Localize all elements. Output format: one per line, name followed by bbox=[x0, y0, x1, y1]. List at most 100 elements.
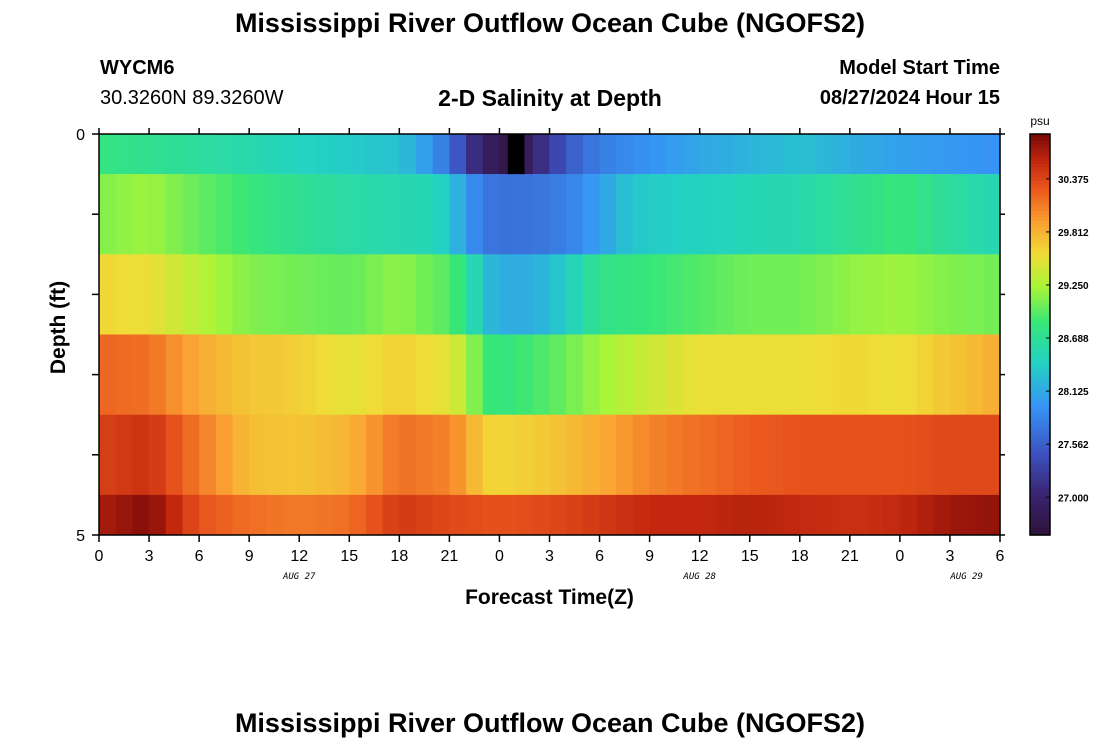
colorbar-swatch bbox=[1030, 468, 1050, 473]
heatmap-cell bbox=[482, 334, 501, 415]
heatmap-cell bbox=[599, 254, 617, 335]
heatmap-cell bbox=[666, 254, 684, 335]
heatmap-cell bbox=[933, 414, 951, 496]
heatmap-cell bbox=[666, 494, 684, 536]
heatmap-cell bbox=[182, 174, 200, 255]
heatmap-cell bbox=[482, 134, 501, 175]
heatmap-cell bbox=[382, 134, 400, 175]
heatmap-cell bbox=[716, 414, 734, 496]
heatmap-cell bbox=[165, 334, 184, 415]
x-date-label: AUG 28 bbox=[682, 572, 716, 582]
heatmap-cell bbox=[866, 334, 884, 415]
colorbar-swatch bbox=[1030, 297, 1050, 302]
heatmap-cell bbox=[382, 334, 400, 415]
colorbar-swatch bbox=[1030, 314, 1050, 319]
heatmap-cell bbox=[566, 414, 584, 496]
heatmap-cell bbox=[566, 494, 584, 536]
colorbar-tick-label: 29.812 bbox=[1058, 228, 1089, 239]
heatmap-cell bbox=[382, 254, 400, 335]
heatmap-cell bbox=[249, 494, 267, 536]
heatmap-cell bbox=[149, 254, 167, 335]
heatmap-cell bbox=[432, 494, 450, 536]
y-tick-label: 0 bbox=[76, 127, 85, 144]
colorbar-tick-label: 27.562 bbox=[1058, 440, 1089, 451]
x-tick-label: 9 bbox=[645, 548, 654, 565]
colorbar-swatch bbox=[1030, 471, 1050, 476]
heatmap-cell bbox=[182, 334, 200, 415]
colorbar-swatch bbox=[1030, 281, 1050, 285]
heatmap-cell bbox=[916, 414, 934, 496]
heatmap-cell bbox=[449, 334, 467, 415]
heatmap-cell bbox=[365, 254, 384, 335]
heatmap-cell bbox=[399, 334, 417, 415]
heatmap-cell bbox=[466, 414, 484, 496]
heatmap-cell bbox=[532, 134, 551, 175]
heatmap-cell bbox=[299, 254, 317, 335]
colorbar-swatch bbox=[1030, 164, 1050, 169]
colorbar-swatch bbox=[1030, 180, 1050, 185]
heatmap-cell bbox=[432, 254, 450, 335]
x-tick-label: 6 bbox=[595, 548, 604, 565]
colorbar-swatch bbox=[1030, 274, 1050, 279]
colorbar-swatch bbox=[1030, 267, 1050, 272]
colorbar-swatch bbox=[1030, 227, 1050, 232]
heatmap-cell bbox=[733, 494, 751, 536]
heatmap-cell bbox=[282, 134, 300, 175]
heatmap-cell bbox=[482, 254, 501, 335]
colorbar-swatch bbox=[1030, 464, 1050, 469]
heatmap-cell bbox=[649, 134, 667, 175]
colorbar-swatch bbox=[1030, 531, 1050, 536]
heatmap-cell bbox=[499, 334, 517, 415]
heatmap-cell bbox=[816, 414, 834, 496]
heatmap-cell bbox=[983, 414, 1001, 496]
colorbar-tick-label: 28.125 bbox=[1058, 387, 1089, 398]
heatmap-cell bbox=[499, 254, 517, 335]
colorbar-swatch bbox=[1030, 411, 1050, 416]
colorbar-swatch bbox=[1030, 478, 1050, 483]
heatmap-cell bbox=[849, 414, 868, 496]
heatmap-cell bbox=[966, 414, 984, 496]
heatmap-cell bbox=[699, 494, 717, 536]
heatmap-cell bbox=[649, 174, 667, 255]
heatmap-cell bbox=[666, 414, 684, 496]
heatmap-cell bbox=[549, 254, 567, 335]
heatmap-cell bbox=[616, 254, 634, 335]
heatmap-cell bbox=[532, 174, 551, 255]
heatmap-cell bbox=[632, 414, 651, 496]
colorbar-swatch bbox=[1030, 381, 1050, 386]
colorbar-swatch bbox=[1030, 271, 1050, 275]
heatmap-cell bbox=[716, 134, 734, 175]
heatmap-cell bbox=[899, 134, 918, 175]
heatmap-cell bbox=[282, 174, 300, 255]
colorbar-swatch bbox=[1030, 134, 1050, 138]
heatmap-cell bbox=[866, 414, 884, 496]
heatmap-cell bbox=[866, 494, 884, 536]
colorbar-swatch bbox=[1030, 337, 1050, 342]
heatmap-cell bbox=[532, 254, 551, 335]
heatmap-cell bbox=[666, 134, 684, 175]
heatmap-cell bbox=[733, 414, 751, 496]
heatmap-cell bbox=[516, 174, 534, 255]
colorbar-swatch bbox=[1030, 234, 1050, 239]
heatmap-cell bbox=[249, 254, 267, 335]
heatmap-cell bbox=[949, 174, 968, 255]
colorbar-swatch bbox=[1030, 291, 1050, 295]
colorbar-swatch bbox=[1030, 157, 1050, 162]
heatmap-cell bbox=[916, 254, 934, 335]
heatmap-cell bbox=[599, 134, 617, 175]
colorbar-swatch bbox=[1030, 204, 1050, 209]
y-axis-label: Depth (ft) bbox=[47, 281, 70, 374]
heatmap-cell bbox=[165, 494, 184, 536]
heatmap-cell bbox=[949, 414, 968, 496]
heatmap-cell bbox=[849, 494, 868, 536]
heatmap-cell bbox=[332, 134, 350, 175]
colorbar-tick-label: 30.375 bbox=[1058, 175, 1089, 186]
heatmap-cell bbox=[532, 414, 551, 496]
footer-title: Mississippi River Outflow Ocean Cube (NG… bbox=[234, 708, 866, 738]
x-tick-label: 0 bbox=[95, 548, 104, 565]
heatmap-cell bbox=[416, 254, 434, 335]
heatmap-cell bbox=[516, 494, 534, 536]
heatmap-cell bbox=[399, 174, 417, 255]
heatmap-cell bbox=[816, 134, 834, 175]
